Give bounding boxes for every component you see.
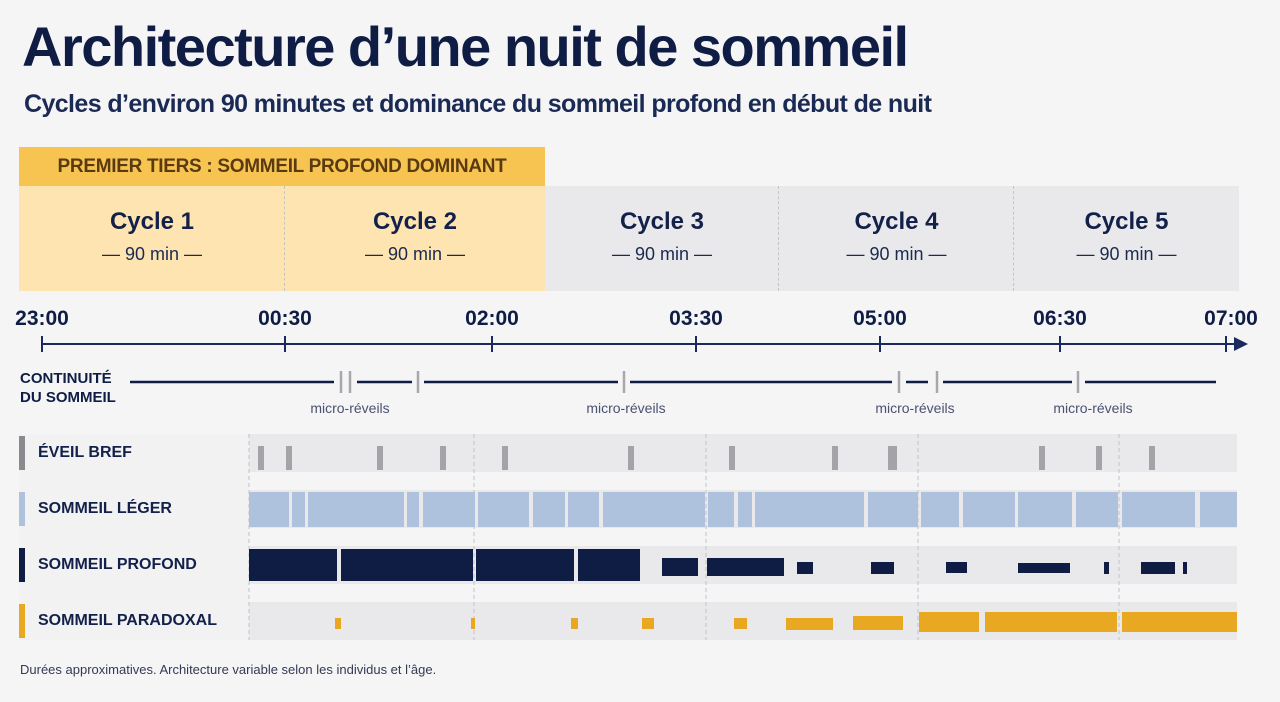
micro-wake-label: micro-réveils	[1053, 400, 1133, 416]
continuity-label-line1: CONTINUITÉ	[20, 370, 112, 387]
page-subtitle: Cycles d’environ 90 minutes et dominance…	[24, 90, 932, 118]
cycle-duration: — 90 min —	[101, 244, 203, 264]
stage-label-wake: ÉVEIL BREF	[38, 444, 132, 461]
cycle-1: Cycle 1 — 90 min —	[19, 186, 285, 291]
cycle-name: Cycle 5	[1084, 208, 1169, 235]
time-label-2300: 23:00	[15, 307, 69, 330]
rem-color-bar	[19, 604, 25, 638]
micro-wake-label: micro-réveils	[875, 400, 955, 416]
cycle-name: Cycle 2	[372, 208, 458, 235]
cycle-name: Cycle 3	[619, 208, 705, 235]
cycle-duration: — 90 min —	[611, 244, 713, 264]
continuity-label-line2: DU SOMMEIL	[20, 389, 116, 406]
cycle-5: Cycle 5 — 90 min —	[1014, 186, 1239, 291]
stage-label-rem: SOMMEIL PARADOXAL	[38, 612, 217, 629]
cycle-4: Cycle 4 — 90 min —	[779, 186, 1014, 291]
micro-wake-ticks	[339, 371, 1080, 393]
footnote: Durées approximatives. Architecture vari…	[20, 662, 437, 677]
cycle-duration: — 90 min —	[364, 244, 466, 264]
deep-segments	[249, 549, 1187, 581]
cycles-header: Cycle 1 — 90 min — Cycle 2 — 90 min — Cy…	[19, 186, 1239, 291]
micro-wake-label: micro-réveils	[586, 400, 666, 416]
deep-color-bar	[19, 548, 25, 582]
page-title: Architecture d’une nuit de sommeil	[22, 15, 909, 78]
micro-wake-label: micro-réveils	[310, 400, 390, 416]
light-color-bar	[19, 492, 25, 526]
cycle-name: Cycle 1	[109, 208, 195, 235]
time-label-0700: 07:00	[1204, 307, 1258, 330]
first-third-banner: PREMIER TIERS : SOMMEIL PROFOND DOMINANT	[19, 147, 545, 186]
cycle-name: Cycle 4	[854, 208, 939, 235]
stage-label-light: SOMMEIL LÉGER	[38, 500, 172, 517]
light-segments	[249, 492, 1237, 527]
cycle-duration: — 90 min —	[1076, 244, 1177, 264]
time-label-0500: 05:00	[853, 307, 907, 330]
time-label-0200: 02:00	[465, 307, 519, 330]
rem-segments	[335, 612, 1237, 632]
time-label-0630: 06:30	[1033, 307, 1087, 330]
time-label-0330: 03:30	[669, 307, 723, 330]
wake-color-bar	[19, 436, 25, 470]
time-label-0030: 00:30	[258, 307, 312, 330]
stage-label-deep: SOMMEIL PROFOND	[38, 556, 197, 573]
cycle-3: Cycle 3 — 90 min —	[545, 186, 779, 291]
cycle-duration: — 90 min —	[846, 244, 947, 264]
cycle-2: Cycle 2 — 90 min —	[285, 186, 545, 291]
wake-segments	[258, 446, 1155, 470]
cycle-separators	[248, 434, 1120, 640]
continuity-label: CONTINUITÉ DU SOMMEIL	[20, 369, 116, 407]
